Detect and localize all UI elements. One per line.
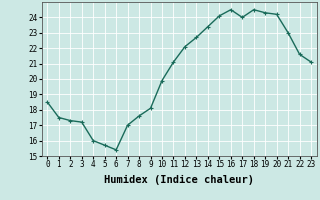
X-axis label: Humidex (Indice chaleur): Humidex (Indice chaleur): [104, 175, 254, 185]
